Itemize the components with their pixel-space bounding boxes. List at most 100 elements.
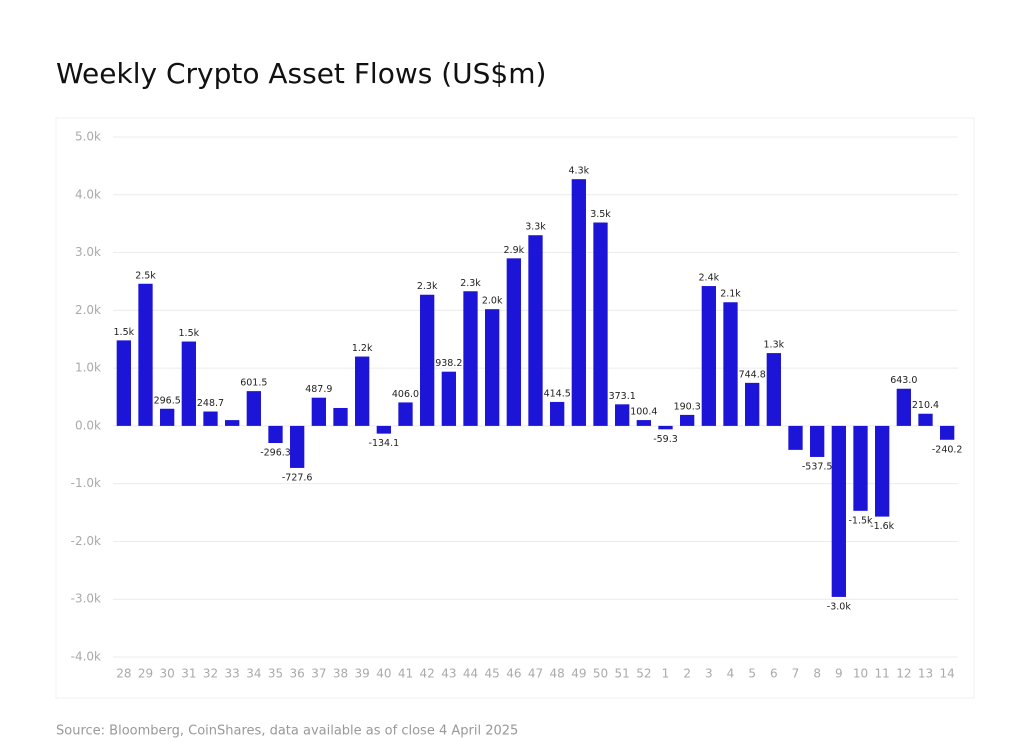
y-tick-label: -1.0k — [71, 476, 101, 490]
value-label: 210.4 — [912, 400, 939, 411]
x-tick-label: 49 — [571, 667, 586, 681]
bar — [918, 413, 933, 426]
value-label: 3.3k — [525, 222, 546, 233]
x-tick-label: 4 — [727, 667, 735, 681]
value-label: 2.0k — [482, 296, 503, 307]
y-tick-label: 1.0k — [75, 361, 101, 375]
x-tick-label: 44 — [463, 667, 478, 681]
value-label: 2.3k — [417, 281, 438, 292]
value-label: -3.0k — [827, 601, 852, 612]
x-tick-label: 9 — [835, 667, 843, 681]
x-tick-label: 40 — [376, 667, 391, 681]
value-label: 1.5k — [114, 327, 135, 338]
bar — [745, 382, 760, 426]
bar — [896, 388, 911, 426]
value-label: 487.9 — [305, 384, 332, 395]
value-label: 296.5 — [154, 395, 181, 406]
bar — [333, 407, 348, 426]
x-tick-label: 10 — [853, 667, 868, 681]
bar — [701, 286, 716, 426]
value-label: 414.5 — [544, 388, 571, 399]
x-tick-label: 50 — [593, 667, 608, 681]
bar — [485, 309, 500, 426]
bar — [853, 425, 868, 511]
bar — [246, 391, 261, 426]
bar — [766, 353, 781, 426]
x-tick-label: 33 — [225, 667, 240, 681]
value-label: 2.9k — [504, 245, 525, 256]
value-label: 1.5k — [179, 328, 200, 339]
value-label: 4.3k — [569, 166, 590, 177]
x-tick-label: 32 — [203, 667, 218, 681]
bar — [181, 341, 196, 426]
value-label: -727.6 — [282, 472, 313, 483]
y-tick-label: -3.0k — [71, 592, 101, 606]
bar — [875, 425, 890, 517]
value-label: -240.2 — [932, 444, 963, 455]
value-label: -1.5k — [848, 515, 873, 526]
x-tick-label: 11 — [875, 667, 890, 681]
value-label: 2.4k — [699, 273, 720, 284]
x-tick-label: 13 — [918, 667, 933, 681]
x-tick-label: 29 — [138, 667, 153, 681]
bar — [788, 425, 803, 450]
value-label: 100.4 — [630, 407, 657, 418]
bar — [615, 404, 630, 426]
value-label: 190.3 — [674, 401, 701, 412]
value-label: 373.1 — [609, 391, 636, 402]
x-tick-label: 45 — [485, 667, 500, 681]
value-label: 938.2 — [435, 358, 462, 369]
x-tick-label: 12 — [896, 667, 911, 681]
x-tick-label: 37 — [311, 667, 326, 681]
y-tick-label: 4.0k — [75, 187, 101, 201]
bar — [940, 425, 955, 440]
x-tick-label: 42 — [420, 667, 435, 681]
x-tick-label: 3 — [705, 667, 713, 681]
value-label: 1.3k — [764, 340, 785, 351]
value-label: 3.5k — [590, 209, 611, 220]
value-label: 2.3k — [460, 278, 481, 289]
bar — [355, 356, 370, 426]
x-tick-label: 35 — [268, 667, 283, 681]
x-tick-label: 28 — [116, 667, 131, 681]
bar — [290, 425, 305, 468]
value-label: 248.7 — [197, 398, 224, 409]
x-tick-label: 31 — [181, 667, 196, 681]
bar — [571, 179, 586, 426]
y-tick-label: -2.0k — [71, 534, 101, 548]
bar — [420, 294, 435, 426]
y-tick-label: 0.0k — [75, 418, 101, 432]
bar — [831, 425, 846, 597]
value-label: -134.1 — [369, 438, 400, 449]
bar — [203, 411, 218, 426]
x-tick-label: 7 — [792, 667, 800, 681]
bar — [528, 235, 543, 426]
y-tick-label: 5.0k — [75, 130, 101, 144]
plot-panel — [55, 117, 975, 699]
value-label: 406.0 — [392, 389, 419, 400]
x-tick-label: 2 — [683, 667, 691, 681]
x-tick-label: 6 — [770, 667, 778, 681]
source-note: Source: Bloomberg, CoinShares, data avai… — [56, 724, 518, 739]
value-label: 601.5 — [240, 378, 267, 389]
bar — [680, 414, 695, 426]
bar — [463, 291, 478, 426]
bar — [311, 397, 326, 426]
value-label: -537.5 — [802, 461, 833, 472]
value-label: -59.3 — [653, 434, 678, 445]
bar — [225, 420, 240, 426]
y-tick-label: -4.0k — [71, 650, 101, 664]
bar — [550, 401, 565, 426]
bar — [636, 420, 651, 426]
bar — [441, 371, 456, 426]
bar — [723, 302, 738, 426]
bar — [116, 340, 131, 426]
value-label: 744.8 — [739, 369, 766, 380]
bar — [506, 258, 521, 426]
x-tick-label: 1 — [662, 667, 670, 681]
value-label: 2.5k — [135, 270, 156, 281]
bar — [658, 425, 673, 430]
x-tick-label: 52 — [636, 667, 651, 681]
